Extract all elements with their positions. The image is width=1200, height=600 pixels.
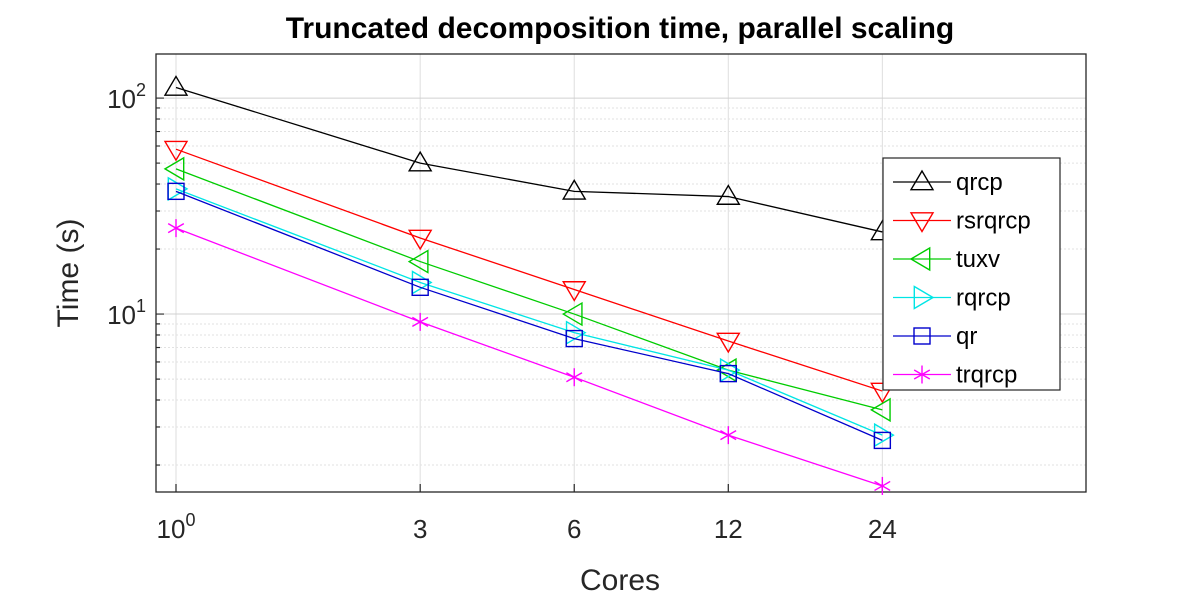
legend-label: rqrcp (956, 285, 1011, 312)
x-tick-label: 24 (868, 514, 897, 544)
series-qrcp (163, 75, 895, 241)
legend-entry-tuxv: tuxv (893, 246, 1000, 273)
legend-entry-rqrcp: rqrcp (893, 285, 1011, 312)
data-point-qr (411, 278, 429, 297)
axis-ticks: 100 3 6 12 24 101 102 (107, 80, 897, 544)
data-point-qrcp (407, 150, 433, 172)
x-tick-label: 100 (157, 510, 196, 544)
legend-marker (913, 327, 931, 345)
y-tick-label: 102 (107, 80, 146, 114)
legend-label: tuxv (956, 246, 1000, 273)
data-point-rsrqrcp (870, 382, 895, 404)
legend-entry-qrcp: qrcp (893, 169, 1003, 196)
data-point-trqrcp (874, 476, 891, 495)
data-point-qr (565, 329, 583, 348)
series-line-tuxv (175, 168, 883, 411)
legend-label: trqrcp (956, 362, 1017, 389)
x-tick-label: 12 (714, 514, 743, 544)
data-point-tuxv (163, 156, 185, 182)
data-point-rsrqrcp (407, 229, 433, 251)
x-tick-label: 3 (413, 514, 427, 544)
x-tick-label: 6 (567, 514, 581, 544)
legend-marker (909, 246, 931, 272)
data-point-tuxv (869, 397, 891, 423)
legend: qrcp rsrqrcp tuxv rqrcp qr trqrcp (882, 157, 1061, 391)
chart-title: Truncated decomposition time, parallel s… (286, 12, 955, 45)
data-point-qr (719, 364, 737, 383)
series-line-qr (175, 190, 883, 442)
data-point-qrcp (716, 184, 741, 205)
legend-label: qrcp (956, 169, 1003, 196)
series-qr (167, 182, 892, 450)
series-line-rsrqrcp (175, 148, 883, 392)
x-axis-label: Cores (580, 564, 660, 597)
legend-label: qr (956, 323, 977, 350)
data-point-rsrqrcp (562, 281, 587, 302)
series-tuxv (163, 156, 891, 423)
legend-entry-qr: qr (893, 323, 977, 350)
data-point-trqrcp (566, 368, 583, 387)
grid (156, 54, 1086, 492)
data-point-tuxv (407, 249, 429, 274)
legend-label: rsrqrcp (956, 208, 1031, 235)
data-point-qrcp (562, 178, 587, 200)
data-point-qr (873, 431, 892, 450)
series-line-rqrcp (175, 188, 883, 436)
legend-marker (909, 169, 935, 191)
series-group (163, 75, 895, 495)
series-trqrcp (167, 219, 891, 495)
series-rsrqrcp (163, 140, 895, 404)
data-point-trqrcp (411, 312, 429, 331)
data-point-trqrcp (167, 219, 185, 238)
legend-marker (909, 212, 935, 233)
legend-marker (913, 365, 931, 384)
legend-entry-rsrqrcp: rsrqrcp (893, 208, 1031, 235)
plot-area-border (155, 53, 1087, 493)
data-point-qrcp (163, 75, 189, 96)
data-point-rsrqrcp (716, 332, 741, 354)
y-tick-label: 101 (107, 296, 146, 330)
data-point-trqrcp (720, 426, 737, 445)
data-point-qr (167, 182, 185, 201)
legend-marker (913, 285, 935, 310)
data-point-tuxv (561, 301, 583, 327)
data-point-rsrqrcp (163, 140, 189, 162)
legend-entry-trqrcp: trqrcp (893, 362, 1017, 389)
legend-box (882, 157, 1061, 391)
y-axis-label: Time (s) (52, 219, 85, 328)
series-line-qrcp (175, 86, 883, 233)
